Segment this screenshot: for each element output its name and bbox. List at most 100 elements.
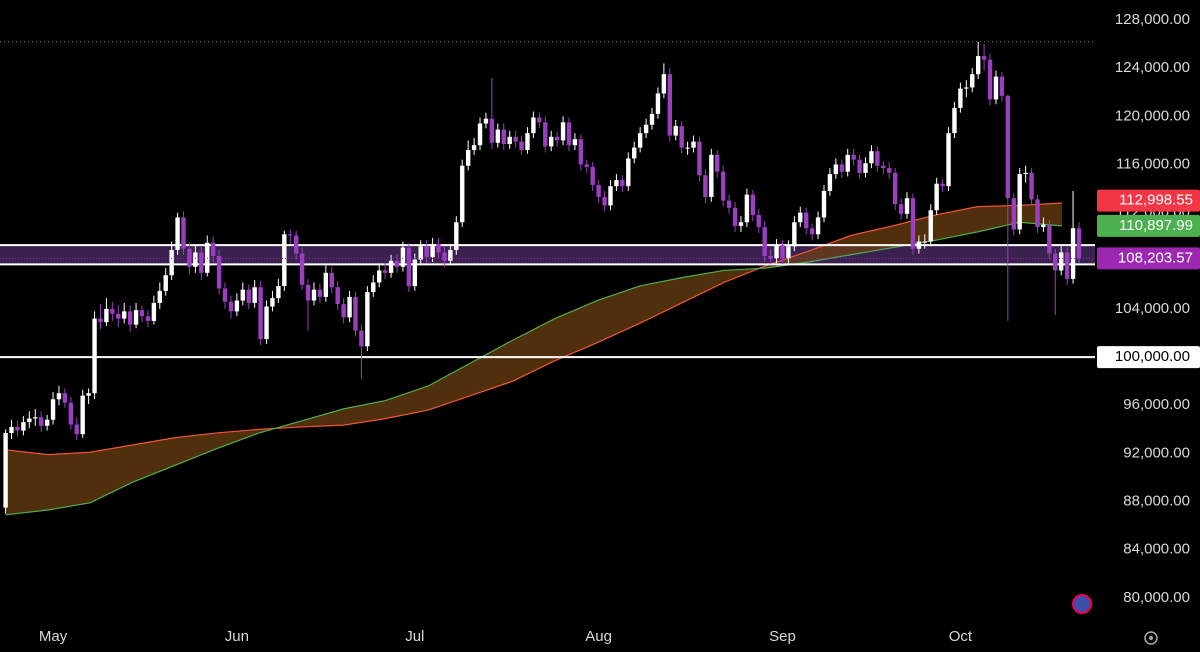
candle-body bbox=[780, 245, 785, 259]
candle-body bbox=[614, 180, 619, 187]
candle-body bbox=[454, 222, 459, 250]
x-tick-label: Oct bbox=[949, 628, 973, 645]
candle-body bbox=[685, 147, 690, 149]
level-tag bbox=[1097, 346, 1200, 369]
gear[interactable] bbox=[1144, 631, 1158, 645]
candle-body bbox=[904, 198, 910, 214]
y-tick-label: 120,000.00 bbox=[1115, 107, 1190, 124]
candle-body bbox=[608, 186, 613, 206]
candle-body bbox=[465, 150, 471, 166]
candle-body bbox=[709, 154, 714, 197]
candle-body bbox=[738, 222, 744, 226]
candle-body bbox=[424, 246, 429, 258]
candle-body bbox=[750, 194, 756, 216]
candle-body bbox=[127, 311, 133, 325]
candle-body bbox=[305, 284, 311, 301]
candle-body bbox=[110, 308, 115, 314]
x-tick-label: Jun bbox=[225, 628, 249, 645]
candle-body bbox=[1059, 252, 1064, 271]
candle-body bbox=[234, 300, 240, 312]
candle-body bbox=[341, 304, 346, 318]
candle-body bbox=[181, 217, 186, 249]
candle-body bbox=[394, 260, 400, 267]
candle-body bbox=[786, 246, 791, 259]
candle-body bbox=[916, 241, 922, 249]
candle-body bbox=[1035, 199, 1040, 228]
candle-body bbox=[104, 308, 109, 323]
candle-body bbox=[9, 426, 14, 433]
y-tick-label: 88,000.00 bbox=[1123, 493, 1190, 510]
band-line bbox=[5, 221, 1063, 516]
candle-body bbox=[732, 207, 738, 226]
candle-body bbox=[205, 242, 210, 273]
candle-body bbox=[667, 74, 673, 136]
candle-body bbox=[400, 247, 406, 267]
band-line bbox=[5, 202, 1063, 456]
band-fill bbox=[5, 202, 1063, 515]
candle-body bbox=[371, 282, 376, 293]
candle-body bbox=[436, 243, 441, 253]
candle-body bbox=[210, 242, 216, 256]
candle-body bbox=[554, 136, 560, 141]
candle-body bbox=[1005, 95, 1011, 199]
settings-icon[interactable] bbox=[1144, 631, 1158, 645]
candle-body bbox=[175, 217, 180, 250]
y-tick-label: 124,000.00 bbox=[1115, 59, 1190, 76]
candle-body bbox=[804, 212, 809, 229]
price-tag bbox=[1097, 247, 1200, 270]
candle-body bbox=[347, 296, 352, 318]
candle-body bbox=[477, 123, 483, 146]
x-tick-label: Sep bbox=[769, 628, 796, 645]
candle-body bbox=[38, 417, 44, 426]
candle-body bbox=[531, 117, 536, 134]
candle-body bbox=[519, 141, 524, 151]
candle-body bbox=[626, 158, 631, 187]
candle-body bbox=[537, 117, 542, 123]
gear-center[interactable] bbox=[1149, 636, 1153, 640]
candle-body bbox=[299, 253, 305, 285]
candle-body bbox=[56, 393, 62, 400]
candle-body bbox=[525, 133, 530, 151]
candle-body bbox=[1070, 228, 1076, 279]
price-tag bbox=[1097, 189, 1200, 212]
candle-body bbox=[388, 260, 394, 273]
candle-body bbox=[952, 107, 957, 134]
candle-body bbox=[975, 56, 981, 75]
candle-body bbox=[1041, 224, 1046, 228]
candle-body bbox=[382, 270, 388, 273]
candle-body bbox=[1029, 172, 1034, 200]
candle-body bbox=[139, 310, 145, 317]
candle-body bbox=[489, 118, 495, 143]
candle-body bbox=[163, 275, 168, 291]
price-tag-label: 112,998.55 bbox=[1119, 192, 1193, 209]
candle-body bbox=[703, 175, 708, 197]
candle-body bbox=[74, 424, 79, 435]
candle-body bbox=[815, 217, 821, 235]
candle-body bbox=[216, 255, 222, 289]
x-tick-label: Jul bbox=[405, 628, 424, 645]
price-tag-label: 108,203.57 bbox=[1118, 249, 1193, 266]
candle-body bbox=[839, 164, 844, 172]
candle-body bbox=[543, 122, 548, 147]
indicator-icon[interactable] bbox=[1072, 594, 1092, 614]
x-tick-label: May bbox=[39, 628, 68, 645]
candle-body bbox=[1053, 253, 1058, 271]
candle-body bbox=[851, 154, 856, 160]
badge[interactable] bbox=[1072, 594, 1092, 614]
candle-body bbox=[276, 286, 281, 299]
candle-body bbox=[252, 287, 257, 303]
candle-body bbox=[661, 74, 667, 94]
candle-body bbox=[495, 129, 501, 143]
candle-body bbox=[637, 133, 643, 148]
candle-body bbox=[1064, 252, 1070, 279]
y-tick-label: 104,000.00 bbox=[1115, 300, 1190, 317]
candle-body bbox=[246, 289, 251, 303]
candle-body bbox=[821, 190, 827, 218]
candle-body bbox=[946, 133, 951, 187]
candle-body bbox=[1023, 172, 1028, 175]
candle-body bbox=[68, 402, 74, 425]
candle-body bbox=[21, 422, 26, 431]
candle-body bbox=[187, 248, 192, 267]
candle-body bbox=[869, 151, 874, 164]
